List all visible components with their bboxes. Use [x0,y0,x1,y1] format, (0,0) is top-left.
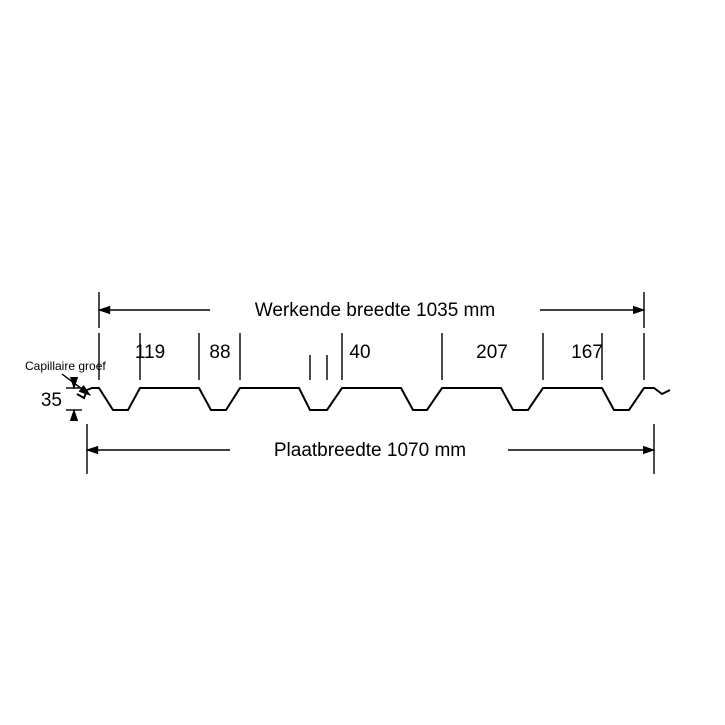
cross-section-diagram: Werkende breedte 1035 mm 119 88 40 207 1… [0,0,725,725]
capillary-groove-callout: Capillaire groef [25,359,106,395]
seg-88: 88 [209,342,230,363]
seg-119: 119 [135,342,165,363]
seg-167: 167 [571,342,603,363]
segment-ticks: 119 88 40 207 167 [99,333,644,380]
seg-40: 40 [349,342,370,363]
working-width-label: Werkende breedte 1035 mm [255,300,495,321]
working-width-dimension: Werkende breedte 1035 mm [99,292,644,328]
plate-width-label: Plaatbreedte 1070 mm [274,440,466,461]
capillary-groove-label: Capillaire groef [25,359,106,373]
height-dimension: 35 [41,380,82,418]
sheet-profile [77,388,670,410]
seg-207: 207 [476,342,508,363]
plate-width-dimension: Plaatbreedte 1070 mm [87,424,654,474]
height-label: 35 [41,390,62,411]
